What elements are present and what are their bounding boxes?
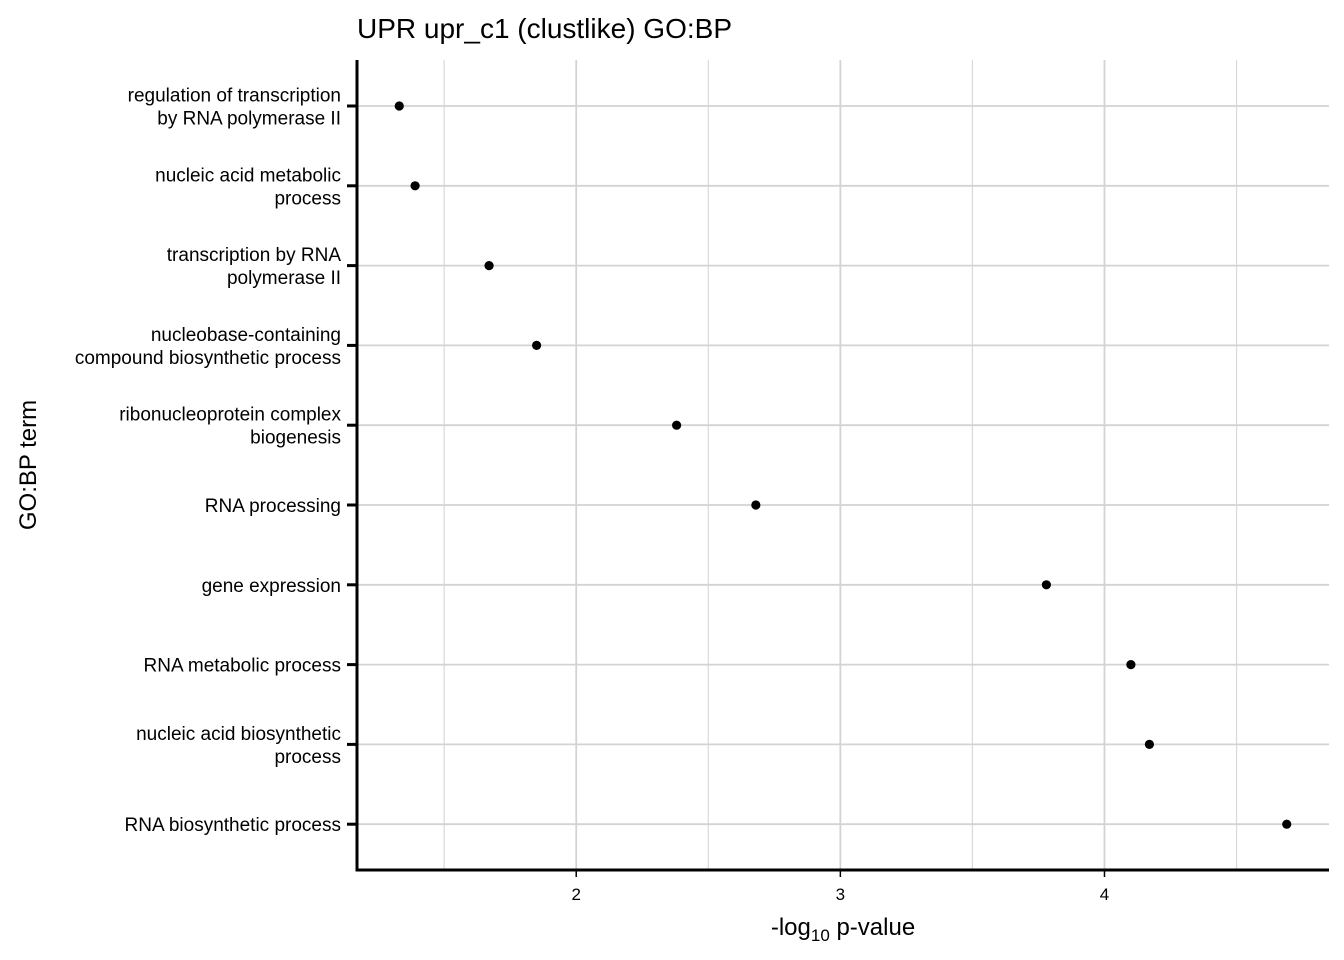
data-point [532, 340, 542, 350]
y-tick-label: process [274, 188, 341, 209]
y-tick-label: nucleic acid metabolic [155, 165, 341, 186]
y-tick-label: regulation of transcription [128, 86, 341, 107]
data-point [410, 181, 420, 191]
data-point [671, 420, 682, 430]
x-tick-label: 4 [1100, 885, 1109, 904]
axes [347, 60, 1329, 877]
y-tick-label: compound biosynthetic process [75, 348, 341, 369]
data-point [484, 261, 494, 271]
chart-title: UPR upr_c1 (clustlike) GO:BP [357, 13, 732, 44]
grid [357, 60, 1329, 870]
y-axis-title: GO:BP term [15, 400, 42, 530]
x-tick-label: 3 [836, 885, 845, 904]
data-point [1282, 819, 1292, 829]
y-tick-label: gene expression [202, 576, 341, 597]
y-tick-label: biogenesis [250, 428, 341, 449]
y-tick-label: ribonucleoprotein complex [119, 405, 341, 426]
y-tick-label: RNA biosynthetic process [125, 815, 342, 836]
x-axis-title: -log10 p-value [771, 914, 915, 945]
y-tick-label: nucleic acid biosynthetic [136, 724, 341, 745]
y-tick-label: by RNA polymerase II [157, 109, 341, 130]
y-tick-label: polymerase II [227, 268, 341, 289]
data-point [751, 500, 761, 510]
y-tick-label: RNA processing [205, 496, 341, 517]
data-point [1041, 580, 1051, 590]
data-point [1126, 660, 1136, 670]
y-tick-label: nucleobase-containing [151, 325, 341, 346]
data-point [394, 101, 404, 111]
y-tick-label: process [274, 747, 341, 768]
x-tick-label: 2 [571, 885, 580, 904]
y-tick-label: transcription by RNA [167, 245, 342, 266]
data-points [394, 101, 1292, 829]
y-tick-label: RNA metabolic process [144, 656, 341, 677]
data-point [1144, 739, 1154, 750]
